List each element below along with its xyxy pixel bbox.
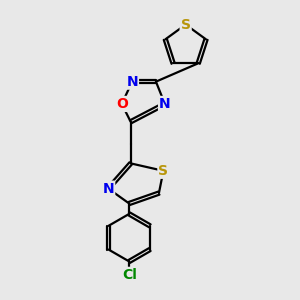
Text: N: N: [126, 75, 138, 88]
Text: S: S: [181, 18, 191, 32]
Text: N: N: [159, 97, 171, 111]
Text: S: S: [158, 164, 168, 178]
Text: N: N: [103, 182, 114, 196]
Text: Cl: Cl: [122, 268, 136, 282]
Text: O: O: [116, 97, 128, 111]
